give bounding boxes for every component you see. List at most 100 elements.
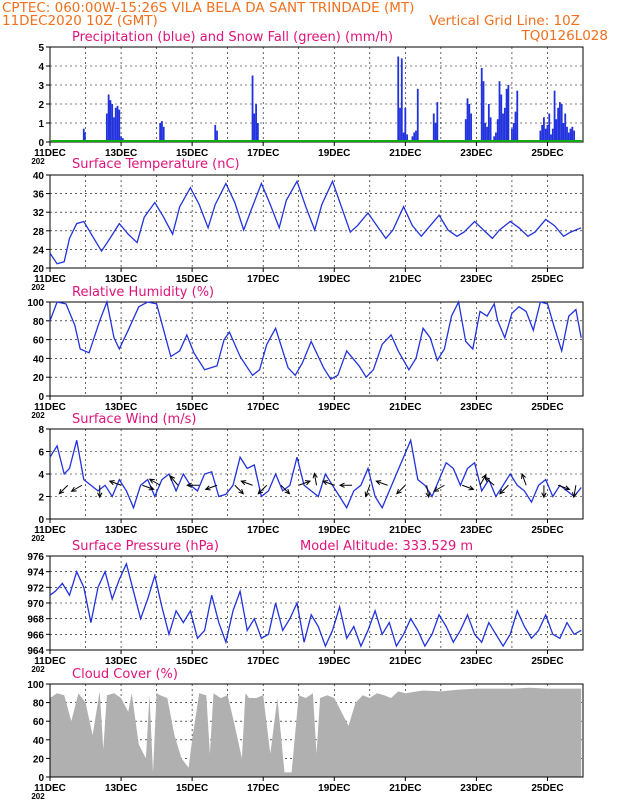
wind-arrow-shaft [376,480,388,486]
wind-series-line [49,438,582,510]
wind-arrow-shaft [257,484,268,495]
wind-arrow-shaft [462,484,474,490]
wind-arrow-head [375,480,382,486]
precip-title: Precipitation (blue) and Snow Fall (gree… [72,30,393,45]
wind-arrow-shaft [58,484,69,495]
wind-arrow [499,484,509,495]
wind-arrow [58,484,69,495]
precip-bar [105,113,108,142]
cloud-xtick-label: 23DEC [460,783,492,794]
cloud-ytick-label: 20 [33,754,45,765]
humidity-title: Relative Humidity (%) [72,285,214,300]
wind-arrow [557,484,571,491]
wind-ytick-label: 4 [38,470,44,481]
precip-bar [161,121,163,142]
precip-bar [555,119,558,142]
precip-bar [489,117,492,142]
humidity-ytick-label: 20 [33,373,45,384]
wind-arrow [142,484,155,491]
pressure-series-line [49,561,582,648]
cloud-ytick-label: 0 [38,773,44,784]
cloud-ytick-label: 60 [33,717,45,728]
precip-bar [544,128,547,142]
precip-bar [111,104,114,142]
temperature-ytick-label: 28 [33,227,45,238]
temperature-series-line [49,179,582,265]
temperature-ytick-label: 36 [33,190,45,201]
wind-arrow-shaft [426,485,430,498]
pressure-xtick-label: 21DEC [389,656,421,667]
precip-bar [557,107,560,142]
pressure-xtick-label: 11DEC [34,656,66,667]
temperature-xtick-label: 15DEC [176,274,208,285]
wind-arrow [234,484,245,495]
precip-xtick-label: 13DEC [105,148,137,159]
precip-bar [484,123,487,142]
precip-bar [543,117,545,142]
wind-arrow-shaft [169,475,179,486]
precip-bar [109,100,112,142]
precip-bar [251,75,254,142]
precip-bar [116,105,119,142]
precip-xtick-label: 17DEC [247,148,279,159]
precip-bar [399,107,401,142]
humidity-ytick-label: 80 [33,317,45,328]
precip-bar [564,113,567,142]
temperature-frame [49,174,584,269]
cloud-ytick-label: 80 [33,699,45,710]
wind-arrow [338,482,353,488]
wind-xtick-label: 11DEC [34,525,66,536]
wind-arrow-shaft [280,484,290,495]
humidity-xtick-label: 15DEC [176,402,208,413]
temperature-year-fragment: 202 [31,283,45,292]
wind-arrow-shaft [234,484,244,495]
precip-panel: 0 1 2 3 4 5 11DEC 13DEC 15DEC 17DEC 19DEC 21DEC 23DE… [31,30,584,166]
precip-bar [559,102,561,142]
precip-bar [486,126,488,142]
wind-arrow-head [186,482,192,488]
wind-arrow [433,484,445,492]
cloud-xtick-label: 11DEC [34,783,66,794]
cloud-xtick-label: 15DEC [176,783,208,794]
wind-arrow-shaft [313,473,317,486]
precip-bar [253,113,256,142]
humidity-ytick-label: 0 [38,392,44,403]
precip-bar [82,128,85,142]
precip-bar [548,113,551,142]
wind-xtick-label: 23DEC [460,525,492,536]
humidity-year-fragment: 202 [31,411,45,420]
precip-bar [107,94,110,142]
wind-arrow [257,484,268,495]
wind-arrow [108,480,122,486]
wind-arrow-head [148,485,155,491]
wind-year-fragment: 202 [31,534,45,543]
humidity-xtick-label: 19DEC [318,402,350,413]
wind-arrow-head [521,472,526,479]
wind-arrow-shaft [573,485,577,498]
wind-arrow-shaft [433,484,445,492]
pressure-xtick-label: 23DEC [460,656,492,667]
humidity-panel: 0 20 40 60 80 100 11DEC 13DEC 15DEC 17DEC 19DEC 21D… [27,285,584,420]
precip-bar [493,136,496,142]
humidity-series-line [49,299,582,380]
pressure-title: Surface Pressure (hPa) [72,539,219,554]
precip-bar [255,104,257,142]
wind-arrow [375,480,388,486]
cloud-xtick-label: 13DEC [105,783,137,794]
wind-arrow-shaft [149,478,161,486]
pressure-xtick-label: 15DEC [176,656,208,667]
precip-bar [553,90,556,142]
wind-arrow [204,484,218,491]
precip-bar [500,94,503,142]
wind-arrow-head [499,488,505,495]
temperature-xtick-label: 11DEC [34,274,66,285]
wind-arrow [571,485,578,499]
cloud-xtick-label: 17DEC [247,783,279,794]
temperature-xtick-label: 23DEC [460,274,492,285]
wind-xtick-label: 25DEC [531,525,563,536]
pressure-ytick-label: 972 [27,583,44,594]
temperature-title: Surface Temperature (nC) [72,157,240,172]
precip-bar [539,130,542,142]
wind-xtick-label: 15DEC [176,525,208,536]
humidity-xtick-label: 13DEC [105,402,137,413]
